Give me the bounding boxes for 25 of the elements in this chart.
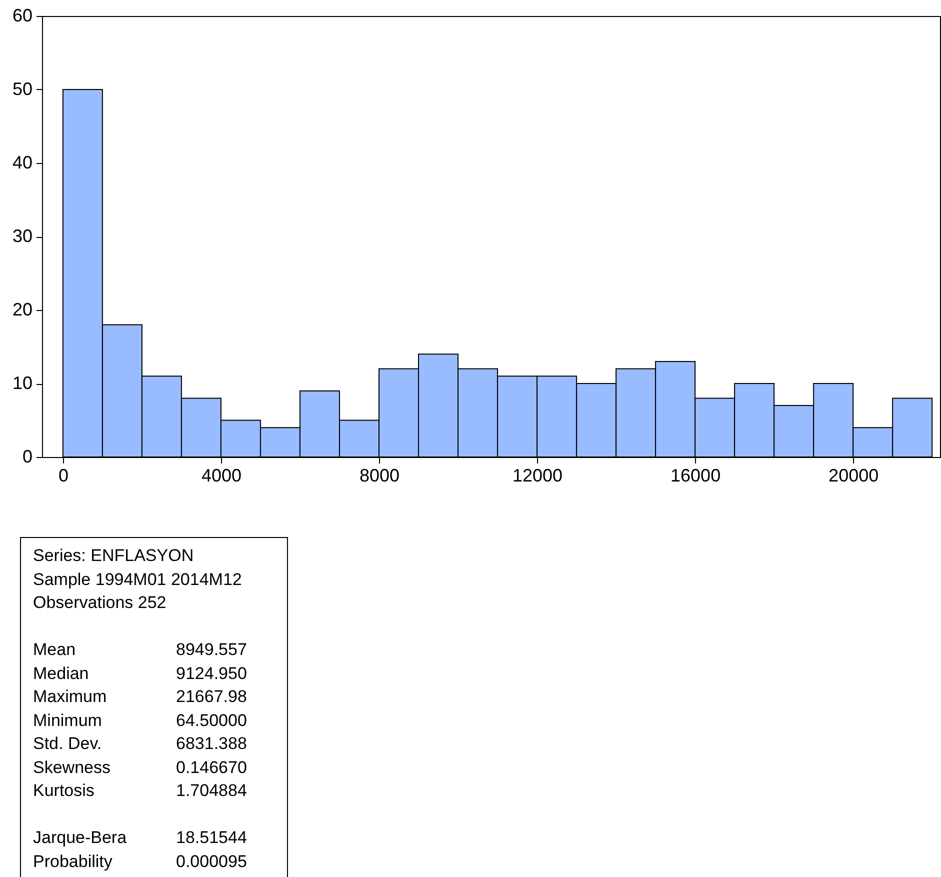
text: Skewness 0.146670 <box>33 758 247 776</box>
x-tick-label: 4000 <box>201 466 242 486</box>
text: Std. Dev. 6831.388 <box>33 734 247 753</box>
y-tick-label: 50 <box>12 79 32 99</box>
text: Series: ENFLASYON <box>33 545 195 567</box>
y-tick-label: 10 <box>12 373 32 393</box>
x-tick-label: 12000 <box>512 466 563 486</box>
y-tick-label: 20 <box>12 300 32 320</box>
text: Kurtosis 1.704884 <box>33 781 247 800</box>
text: Minimum 64.50000 <box>33 710 247 730</box>
y-tick-label: 30 <box>12 226 32 246</box>
text: Median 9124.950 <box>33 664 247 682</box>
text: Mean 8949.557 <box>33 640 247 659</box>
text: Probability 0.000095 <box>33 852 247 870</box>
y-tick-label: 0 <box>22 446 32 466</box>
x-tick-label: 20000 <box>828 466 879 486</box>
text: Maximum 21667.98 <box>33 687 247 706</box>
x-tick-label: 16000 <box>670 466 721 486</box>
y-tick-label: 40 <box>12 152 32 172</box>
text: Sample 1994M01 2014M12 <box>33 568 243 590</box>
text: Jarque-Bera 18.51544 <box>33 828 247 847</box>
x-tick-label: 0 <box>58 466 68 486</box>
text: Observations 252 <box>33 592 168 614</box>
x-tick-label: 8000 <box>359 466 400 486</box>
y-tick-label: 60 <box>12 6 32 26</box>
